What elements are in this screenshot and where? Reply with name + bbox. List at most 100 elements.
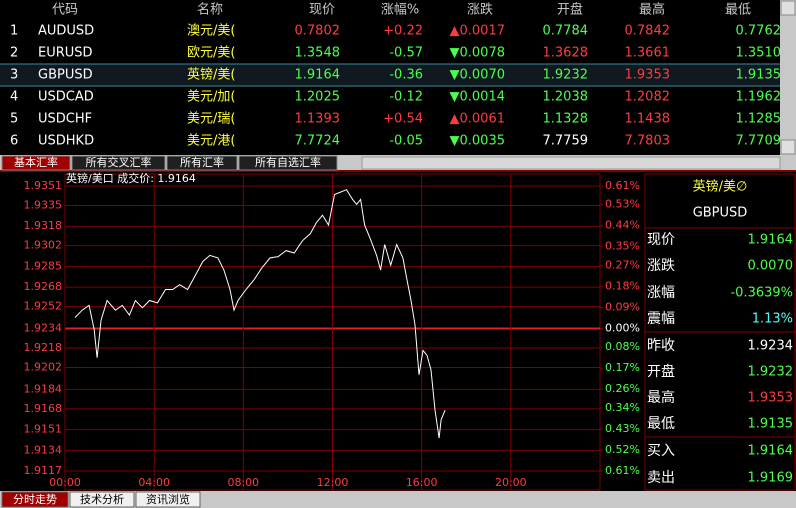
bottom-tab-label[interactable]: 分时走势	[13, 493, 57, 506]
panel-label: 震幅	[647, 311, 675, 327]
table-cell[interactable]: 1.9164	[295, 68, 341, 83]
panel-title: 英镑/美∅	[693, 179, 748, 195]
table-cell[interactable]: GBPUSD	[38, 68, 93, 83]
table-cell[interactable]: ▼0.0070	[450, 68, 506, 83]
table-cell[interactable]: 7.7724	[295, 134, 341, 149]
scroll-up[interactable]	[780, 0, 796, 16]
tab-label[interactable]: 基本汇率	[14, 155, 58, 169]
tab[interactable]	[238, 155, 338, 171]
bottom-tab-label[interactable]: 资讯浏览	[146, 492, 190, 506]
table-cell[interactable]: 美元/瑞(	[187, 112, 235, 127]
table-cell[interactable]: 1.9232	[543, 68, 589, 83]
tab[interactable]	[166, 155, 238, 171]
bottom-tab[interactable]	[69, 491, 135, 508]
table-cell[interactable]: +0.54	[383, 112, 423, 127]
column-header[interactable]: 最高	[639, 2, 665, 18]
table-cell[interactable]: 1	[10, 24, 18, 39]
table-cell[interactable]: ▼0.0078	[450, 46, 506, 61]
table-cell[interactable]: 7.7709	[736, 134, 782, 149]
y-tick-label: 1.9117	[24, 464, 63, 477]
v-scrollbar[interactable]	[780, 0, 796, 155]
table-cell[interactable]: 1.1285	[736, 112, 782, 127]
column-header[interactable]: 开盘	[557, 2, 583, 18]
table-cell[interactable]: 澳元/美(	[187, 23, 235, 39]
table-cell[interactable]: 5	[10, 112, 18, 127]
tab-label[interactable]: 所有交叉汇率	[86, 155, 152, 169]
panel-value: 1.9232	[748, 365, 794, 380]
table-cell[interactable]: USDCAD	[38, 90, 94, 105]
table-cell[interactable]: 7.7759	[543, 134, 589, 149]
table-cell[interactable]: AUDUSD	[38, 24, 94, 39]
table-cell[interactable]: -0.12	[389, 90, 423, 105]
table-cell[interactable]: 1.9353	[625, 68, 671, 83]
column-header[interactable]: 名称	[197, 2, 223, 18]
y-tick-label: 1.9134	[24, 443, 63, 456]
bottom-tab[interactable]	[135, 491, 201, 508]
x-tick-label: 08:00	[227, 476, 259, 489]
column-header[interactable]: 最低	[725, 3, 751, 18]
tab[interactable]	[1, 155, 71, 171]
x-tick-label: 04:00	[138, 476, 170, 489]
h-scrollbar[interactable]	[361, 156, 781, 170]
table-cell[interactable]: 1.3548	[295, 46, 341, 61]
table-cell[interactable]: -0.36	[389, 68, 423, 83]
table-cell[interactable]: ▲0.0017	[450, 24, 506, 39]
selected-row[interactable]	[0, 64, 780, 86]
table-cell[interactable]: 1.1328	[543, 112, 589, 127]
table-cell[interactable]: 1.1393	[295, 112, 341, 127]
table-cell[interactable]: ▼0.0014	[450, 90, 506, 105]
table-cell[interactable]: 欧元/美(	[187, 46, 235, 61]
scroll-down[interactable]	[780, 139, 796, 155]
table-cell[interactable]: 1.3510	[736, 46, 782, 61]
table-cell[interactable]: 0.7802	[295, 24, 341, 39]
panel-value: 1.9234	[748, 339, 794, 354]
table-cell[interactable]: 1.2038	[543, 90, 589, 105]
tab-label[interactable]: 所有汇率	[180, 155, 224, 169]
table-cell[interactable]: 4	[10, 90, 18, 105]
table-cell[interactable]: 1.3661	[625, 46, 671, 61]
table-cell[interactable]: 1.9135	[736, 68, 782, 83]
panel-label: 涨跌	[647, 258, 675, 274]
column-header[interactable]: 涨跌	[467, 2, 493, 18]
panel-label: 卖出	[647, 470, 675, 486]
table-cell[interactable]: 1.1962	[736, 90, 782, 105]
table-cell[interactable]: 1.2082	[625, 90, 671, 105]
y2-tick-label: 0.52%	[605, 443, 640, 456]
y-tick-label: 1.9252	[24, 300, 63, 313]
table-cell[interactable]: 1.3628	[543, 46, 589, 61]
table-cell[interactable]: -0.57	[389, 46, 423, 61]
y-tick-label: 1.9335	[24, 198, 63, 211]
tab-label[interactable]: 所有自选汇率	[255, 155, 321, 169]
column-header[interactable]: 代码	[52, 3, 78, 18]
table-cell[interactable]: 6	[10, 134, 18, 149]
bottom-tab-label[interactable]: 技术分析	[80, 492, 124, 506]
table-cell[interactable]: 1.1438	[625, 112, 671, 127]
table-cell[interactable]: 0.7784	[543, 24, 589, 39]
y-tick-label: 1.9168	[24, 402, 63, 415]
y2-tick-label: 0.53%	[605, 198, 640, 211]
table-cell[interactable]: USDCHF	[38, 112, 92, 127]
y-tick-label: 1.9302	[24, 239, 63, 252]
table-cell[interactable]: 2	[10, 46, 18, 61]
table-cell[interactable]: EURUSD	[38, 46, 93, 61]
y2-tick-label: 0.44%	[605, 219, 640, 232]
table-cell[interactable]: 1.2025	[295, 90, 341, 105]
bottom-tab[interactable]	[1, 491, 69, 508]
table-cell[interactable]: +0.22	[383, 24, 423, 39]
column-header[interactable]: 涨幅%	[381, 3, 419, 18]
table-cell[interactable]: USDHKD	[38, 134, 94, 149]
table-cell[interactable]: ▼0.0035	[450, 134, 506, 149]
table-cell[interactable]: 英镑/美(	[187, 67, 235, 83]
column-header[interactable]: 现价	[309, 3, 335, 18]
table-cell[interactable]: 0.7842	[625, 24, 671, 39]
table-cell[interactable]: 3	[10, 68, 18, 83]
tab[interactable]	[71, 155, 166, 171]
table-cell[interactable]: ▲0.0061	[450, 112, 506, 127]
table-cell[interactable]: 美元/加(	[187, 90, 235, 105]
y2-tick-label: 0.00%	[605, 322, 640, 335]
table-cell[interactable]: 美元/港(	[187, 134, 235, 149]
table-cell[interactable]: 0.7762	[736, 24, 782, 39]
x-tick-label: 00:00	[49, 476, 81, 489]
table-cell[interactable]: 7.7803	[625, 134, 671, 149]
table-cell[interactable]: -0.05	[389, 134, 423, 149]
